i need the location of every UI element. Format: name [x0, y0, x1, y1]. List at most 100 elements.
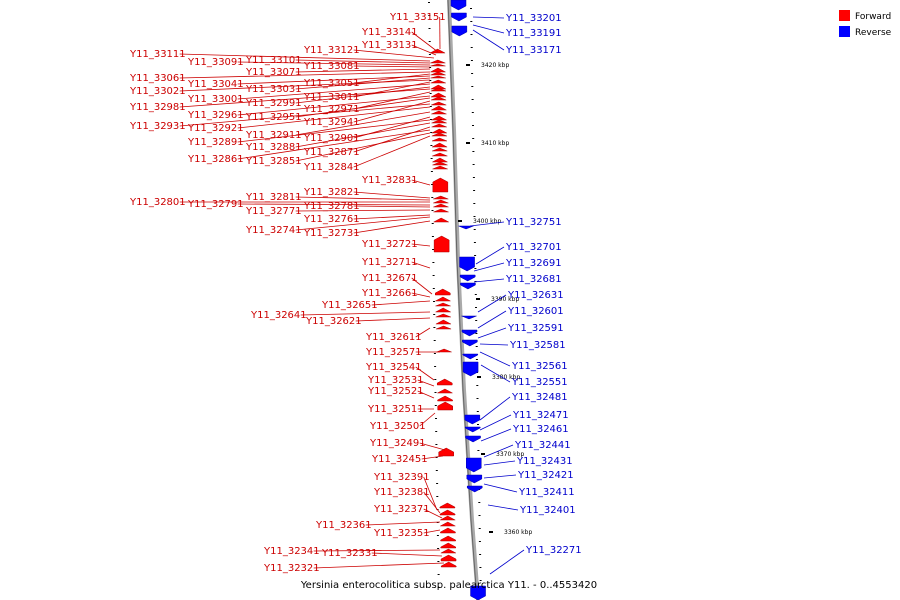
forward-gene-arrow[interactable]	[437, 395, 453, 402]
forward-gene-label[interactable]: Y11_33131	[361, 40, 418, 51]
reverse-gene-label[interactable]: Y11_32481	[511, 392, 568, 403]
forward-gene-label[interactable]: Y11_33101	[245, 55, 302, 66]
forward-gene-arrow[interactable]	[437, 388, 453, 394]
forward-gene-label[interactable]: Y11_32711	[361, 257, 418, 268]
forward-gene-label[interactable]: Y11_33121	[303, 45, 360, 56]
reverse-gene-arrow[interactable]	[465, 435, 481, 443]
forward-gene-arrow[interactable]	[430, 63, 446, 67]
forward-gene-arrow[interactable]	[439, 502, 456, 509]
forward-gene-label[interactable]: Y11_32951	[245, 112, 302, 123]
forward-gene-label[interactable]: Y11_32921	[187, 123, 244, 134]
forward-gene-arrow[interactable]	[430, 79, 446, 84]
forward-gene-label[interactable]: Y11_33151	[389, 12, 446, 23]
forward-gene-label[interactable]: Y11_32731	[303, 228, 360, 239]
reverse-gene-arrow[interactable]	[470, 585, 486, 600]
forward-gene-label[interactable]: Y11_32391	[373, 472, 430, 483]
forward-gene-label[interactable]: Y11_32771	[245, 206, 302, 217]
forward-gene-arrow[interactable]	[432, 152, 448, 157]
forward-gene-label[interactable]: Y11_32881	[245, 142, 302, 153]
forward-gene-label[interactable]: Y11_33001	[187, 94, 244, 105]
forward-gene-arrow[interactable]	[433, 195, 449, 200]
forward-gene-arrow[interactable]	[438, 447, 454, 457]
forward-gene-arrow[interactable]	[440, 548, 457, 554]
forward-gene-label[interactable]: Y11_32801	[129, 197, 186, 208]
forward-gene-arrow[interactable]	[431, 128, 447, 134]
forward-gene-arrow[interactable]	[435, 307, 451, 313]
forward-gene-label[interactable]: Y11_32791	[187, 199, 244, 210]
forward-gene-label[interactable]: Y11_32571	[365, 347, 422, 358]
forward-gene-arrow[interactable]	[430, 87, 446, 92]
reverse-gene-arrow[interactable]	[459, 274, 476, 282]
forward-gene-label[interactable]: Y11_32911	[245, 130, 302, 141]
forward-gene-label[interactable]: Y11_32931	[129, 121, 186, 132]
forward-gene-label[interactable]: Y11_33031	[245, 84, 302, 95]
forward-gene-arrow[interactable]	[439, 509, 456, 516]
forward-gene-label[interactable]: Y11_32851	[245, 156, 302, 167]
forward-gene-label[interactable]: Y11_32871	[303, 147, 360, 158]
forward-gene-arrow[interactable]	[440, 561, 457, 568]
reverse-gene-arrow[interactable]	[459, 256, 475, 272]
forward-gene-label[interactable]: Y11_32781	[303, 201, 360, 212]
forward-gene-label[interactable]: Y11_33061	[129, 73, 186, 84]
forward-gene-arrow[interactable]	[430, 75, 446, 79]
forward-gene-label[interactable]: Y11_33051	[303, 78, 360, 89]
forward-gene-arrow[interactable]	[435, 296, 451, 302]
forward-gene-label[interactable]: Y11_32981	[129, 102, 186, 113]
reverse-gene-label[interactable]: Y11_32401	[519, 505, 576, 516]
forward-gene-arrow[interactable]	[431, 119, 447, 124]
forward-gene-label[interactable]: Y11_32521	[367, 386, 424, 397]
forward-gene-label[interactable]: Y11_32971	[303, 104, 360, 115]
forward-gene-arrow[interactable]	[433, 235, 450, 253]
forward-gene-arrow[interactable]	[430, 71, 446, 76]
forward-gene-label[interactable]: Y11_32351	[373, 528, 430, 539]
forward-gene-arrow[interactable]	[431, 115, 447, 121]
reverse-gene-label[interactable]: Y11_32441	[514, 440, 571, 451]
forward-gene-label[interactable]: Y11_33011	[303, 92, 360, 103]
forward-gene-arrow[interactable]	[440, 554, 457, 562]
forward-gene-arrow[interactable]	[440, 542, 457, 549]
forward-gene-label[interactable]: Y11_32381	[373, 487, 430, 498]
forward-gene-arrow[interactable]	[435, 302, 451, 307]
forward-gene-arrow[interactable]	[431, 123, 447, 128]
forward-gene-label[interactable]: Y11_33081	[303, 61, 360, 72]
reverse-gene-arrow[interactable]	[461, 315, 477, 320]
forward-gene-arrow[interactable]	[432, 157, 448, 163]
forward-gene-label[interactable]: Y11_32501	[369, 421, 426, 432]
reverse-gene-label[interactable]: Y11_32431	[516, 456, 573, 467]
forward-gene-label[interactable]: Y11_32941	[303, 117, 360, 128]
reverse-gene-arrow[interactable]	[462, 353, 479, 360]
forward-gene-label[interactable]: Y11_32761	[303, 214, 360, 225]
forward-gene-label[interactable]: Y11_32831	[361, 175, 418, 186]
reverse-gene-label[interactable]: Y11_32411	[518, 487, 575, 498]
forward-gene-arrow[interactable]	[431, 132, 447, 137]
forward-gene-arrow[interactable]	[429, 48, 446, 54]
reverse-gene-label[interactable]: Y11_32461	[512, 424, 569, 435]
forward-gene-arrow[interactable]	[431, 96, 447, 101]
reverse-gene-label[interactable]: Y11_32681	[505, 274, 562, 285]
forward-gene-arrow[interactable]	[431, 137, 448, 142]
reverse-gene-arrow[interactable]	[466, 474, 483, 484]
forward-gene-arrow[interactable]	[432, 161, 448, 166]
forward-gene-label[interactable]: Y11_32821	[303, 187, 360, 198]
forward-gene-arrow[interactable]	[433, 199, 449, 204]
forward-gene-arrow[interactable]	[431, 110, 447, 115]
forward-gene-arrow[interactable]	[430, 67, 446, 73]
forward-gene-label[interactable]: Y11_32841	[303, 162, 360, 173]
forward-gene-arrow[interactable]	[437, 401, 453, 411]
reverse-gene-label[interactable]: Y11_33201	[505, 13, 562, 24]
forward-gene-label[interactable]: Y11_32721	[361, 239, 418, 250]
forward-gene-label[interactable]: Y11_33041	[187, 79, 244, 90]
reverse-gene-arrow[interactable]	[461, 329, 478, 337]
reverse-gene-arrow[interactable]	[466, 485, 483, 493]
reverse-gene-arrow[interactable]	[464, 426, 481, 433]
reverse-gene-label[interactable]: Y11_33171	[505, 45, 562, 56]
forward-gene-label[interactable]: Y11_32961	[187, 110, 244, 121]
forward-gene-label[interactable]: Y11_32811	[245, 192, 302, 203]
forward-gene-arrow[interactable]	[440, 535, 456, 542]
reverse-gene-label[interactable]: Y11_32581	[509, 340, 566, 351]
forward-gene-arrow[interactable]	[436, 348, 452, 353]
reverse-gene-label[interactable]: Y11_32601	[507, 306, 564, 317]
reverse-gene-label[interactable]: Y11_32701	[505, 242, 562, 253]
reverse-gene-label[interactable]: Y11_32561	[511, 361, 568, 372]
forward-gene-label[interactable]: Y11_32861	[187, 154, 244, 165]
